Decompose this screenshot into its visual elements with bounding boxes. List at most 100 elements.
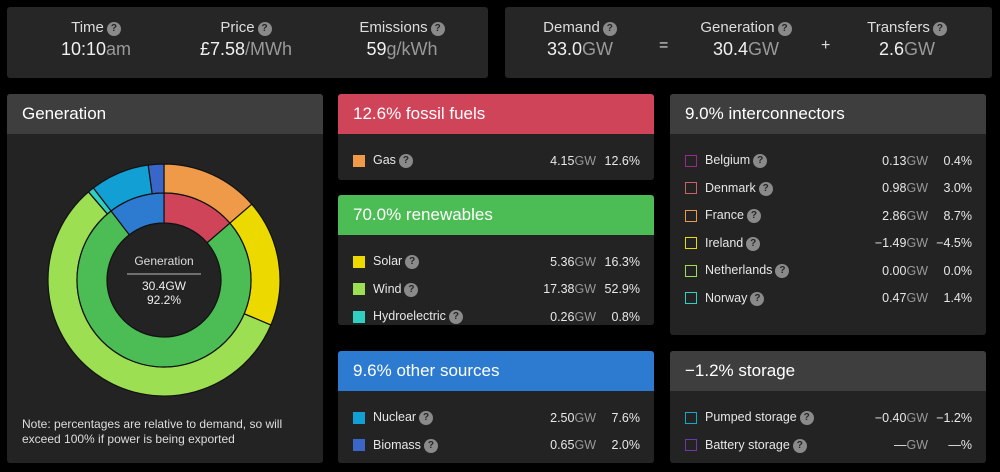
summary-right: Demand? 33.0GW = Generation? 30.4GW + Tran… <box>505 7 992 78</box>
source-name: Netherlands <box>705 263 773 278</box>
source-pct: −1.2% <box>936 410 972 425</box>
source-name: Ireland <box>705 235 744 250</box>
gw-unit: GW <box>906 153 928 168</box>
list-item: Wind? 17.38GW 52.9% <box>338 276 654 304</box>
help-icon[interactable]: ? <box>775 264 790 279</box>
help-icon[interactable]: ? <box>602 22 617 36</box>
source-pct: —% <box>948 438 972 453</box>
gw-unit: GW <box>574 410 596 425</box>
emissions-unit: g/kWh <box>386 39 438 59</box>
help-icon[interactable]: ? <box>419 411 434 426</box>
help-icon[interactable]: ? <box>106 22 121 36</box>
gw-unit: GW <box>574 254 596 269</box>
transfers-label: Transfers <box>867 19 930 36</box>
source-pct: 8.7% <box>943 208 973 223</box>
help-icon[interactable]: ? <box>758 181 773 196</box>
source-name: Belgium <box>705 153 751 168</box>
help-icon[interactable]: ? <box>404 282 419 297</box>
source-name: Gas <box>373 153 396 168</box>
list-item: Netherlands? 0.00GW 0.0% <box>670 257 986 285</box>
help-icon[interactable]: ? <box>423 438 438 453</box>
panel-storage: −1.2% storage Pumped storage? −0.40GW −1… <box>670 351 986 463</box>
help-icon[interactable]: ? <box>932 22 947 36</box>
help-icon[interactable]: ? <box>405 255 420 270</box>
list-item: Pumped storage? −0.40GW −1.2% <box>670 404 986 432</box>
source-gw: 5.36 <box>550 254 575 269</box>
demand-unit: GW <box>582 39 614 59</box>
source-gw: 4.15 <box>550 153 575 168</box>
panel-title: 9.0% interconnectors <box>670 94 986 134</box>
list-item: Solar? 5.36GW 16.3% <box>338 248 654 276</box>
list-item: France? 2.86GW 8.7% <box>670 202 986 230</box>
source-pct: 0.4% <box>943 153 973 168</box>
source-gw: 17.38 <box>543 282 575 297</box>
generation-title: Generation <box>7 94 323 134</box>
help-icon[interactable]: ? <box>799 411 814 426</box>
transfers-value: 2.6 <box>878 39 905 59</box>
list-item: Battery storage? —GW —% <box>670 432 986 460</box>
panel-title: 12.6% fossil fuels <box>338 94 654 134</box>
source-gw: 0.13 <box>882 153 907 168</box>
list-item: Belgium? 0.13GW 0.4% <box>670 147 986 175</box>
equals-sign: = <box>659 37 669 54</box>
panel-fossil: 12.6% fossil fuels Gas? 4.15GW 12.6% <box>338 94 654 180</box>
list-item: Norway? 0.47GW 1.4% <box>670 285 986 313</box>
panel-title: 9.6% other sources <box>338 351 654 391</box>
source-gw: 2.50 <box>550 410 575 425</box>
help-icon[interactable]: ? <box>753 154 768 169</box>
donut-center-label: Generation <box>134 254 193 268</box>
source-gw: 0.98 <box>882 181 907 196</box>
price-value: £7.58 <box>199 39 246 59</box>
list-item: Hydroelectric? 0.26GW 0.8% <box>338 303 654 325</box>
generation-panel: Generation Generation 30.4GW 92.2% Note:… <box>7 94 323 463</box>
gw-unit: GW <box>906 208 928 223</box>
help-icon[interactable]: ? <box>792 438 807 453</box>
demand-label: Demand <box>543 19 600 36</box>
swatch-icon <box>685 439 697 452</box>
price-unit: /MWh <box>245 39 293 59</box>
stat-price: Price? £7.58/MWh <box>171 19 321 60</box>
generation-note: Note: percentages are relative to demand… <box>22 417 283 446</box>
source-gw: 0.00 <box>882 263 907 278</box>
source-pct: 3.0% <box>943 181 973 196</box>
source-name: Battery storage <box>705 437 790 452</box>
help-icon[interactable]: ? <box>746 209 761 224</box>
source-gw: 0.65 <box>550 438 575 453</box>
source-gw: 0.26 <box>550 309 575 324</box>
source-name: Wind <box>373 281 402 296</box>
gw-unit: GW <box>906 291 928 306</box>
donut-center-pct: 92.2% <box>147 293 181 307</box>
source-pct: 16.3% <box>604 254 640 269</box>
swatch-icon <box>685 411 697 424</box>
swatch-icon <box>353 439 365 452</box>
stat-demand: Demand? 33.0GW <box>505 19 655 60</box>
transfers-unit: GW <box>904 39 936 59</box>
help-icon[interactable]: ? <box>750 291 765 306</box>
gw-unit: GW <box>906 263 928 278</box>
swatch-icon <box>685 292 697 305</box>
stat-time: Time? 10:10am <box>21 19 171 60</box>
help-icon[interactable]: ? <box>746 236 761 251</box>
time-value: 10:10 <box>60 39 107 59</box>
list-item: Gas? 4.15GW 12.6% <box>338 147 654 175</box>
gw-unit: GW <box>574 282 596 297</box>
gw-unit: GW <box>574 309 596 324</box>
source-pct: 2.0% <box>611 438 641 453</box>
gw-unit: GW <box>906 410 928 425</box>
price-label: Price <box>220 19 255 36</box>
swatch-icon <box>685 237 697 250</box>
help-icon[interactable]: ? <box>398 154 413 169</box>
list-item: Denmark? 0.98GW 3.0% <box>670 175 986 203</box>
help-icon[interactable]: ? <box>448 310 463 325</box>
source-pct: 1.4% <box>943 291 973 306</box>
swatch-icon <box>353 411 365 424</box>
help-icon[interactable]: ? <box>777 22 792 36</box>
gw-unit: GW <box>574 153 596 168</box>
help-icon[interactable]: ? <box>430 22 445 36</box>
generation-label: Generation <box>700 19 775 36</box>
summary-left: Time? 10:10am Price? £7.58/MWh Emissions? 5… <box>7 7 488 78</box>
stat-generation: Generation? 30.4GW <box>671 19 821 60</box>
emissions-value: 59 <box>366 39 387 59</box>
source-pct: −4.5% <box>936 236 972 251</box>
help-icon[interactable]: ? <box>257 22 272 36</box>
